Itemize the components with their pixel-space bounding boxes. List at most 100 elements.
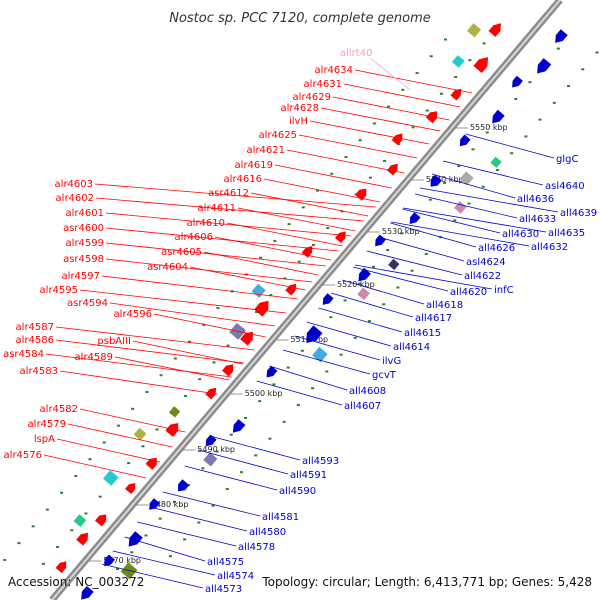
forward-gene-arrow <box>425 111 437 124</box>
reverse-gene-arrow <box>375 234 386 247</box>
gene-label-reverse: glgC <box>556 154 578 165</box>
gene-label-forward: asr4598 <box>63 254 104 265</box>
guide-dot <box>226 344 230 347</box>
label-connector <box>256 380 343 406</box>
reverse-gene-arrow <box>555 29 568 43</box>
guide-dot <box>556 47 560 50</box>
tick-label: 5550 kbp <box>470 123 508 132</box>
gene-label-reverse: all4573 <box>205 584 242 595</box>
label-connector <box>343 83 461 108</box>
guide-dot <box>188 340 192 343</box>
guide-dot <box>325 370 329 373</box>
forward-gene-arrow <box>473 57 488 73</box>
label-connector <box>378 236 465 262</box>
guide-dot <box>56 546 60 549</box>
guide-dot <box>371 265 375 268</box>
forward-gene-arrow <box>488 23 501 37</box>
accession-text: Accession: NC_003272 <box>8 575 144 589</box>
guide-dot <box>311 387 315 390</box>
gene-label-forward: asr4594 <box>67 298 108 309</box>
label-connector <box>403 207 547 233</box>
guide-dot <box>215 450 219 453</box>
reverse-gene-arrow <box>128 531 143 547</box>
guide-dot <box>383 159 387 162</box>
reverse-gene-arrow <box>266 365 278 378</box>
guide-dot <box>60 491 64 494</box>
label-connector <box>263 178 380 203</box>
guide-dot <box>330 172 334 175</box>
guide-dot <box>70 529 74 532</box>
gene-label-forward: alr4628 <box>281 103 319 114</box>
gene-label-forward: asr4605 <box>161 247 202 258</box>
guide-dot <box>301 206 305 209</box>
gene-label-reverse: all4632 <box>531 242 568 253</box>
gene-box <box>451 55 465 68</box>
guide-dot <box>552 101 556 104</box>
topology-text: Topology: circular; Length: 6,413,771 bp… <box>261 575 592 589</box>
guide-dot <box>471 148 475 151</box>
label-connector <box>237 207 356 232</box>
label-connector <box>149 506 248 532</box>
reverse-gene-arrow <box>537 58 552 74</box>
guide-dot <box>468 59 472 62</box>
gene-label-reverse: all4639 <box>560 208 597 219</box>
guide-dot <box>315 189 319 192</box>
guide-dot <box>297 260 301 263</box>
guide-dot <box>201 467 205 470</box>
guide-dot <box>382 303 386 306</box>
gene-label-forward: alr4616 <box>224 174 262 185</box>
label-connectors <box>43 57 559 589</box>
gene-box <box>459 171 474 186</box>
reverse-gene-arrow <box>178 479 190 492</box>
gene-label-reverse: all4591 <box>290 470 327 481</box>
guide-dot <box>410 269 414 272</box>
guide-dot <box>31 525 35 528</box>
guide-dot <box>425 109 429 112</box>
label-connector <box>286 149 405 174</box>
guide-dot <box>258 400 262 403</box>
guide-dot <box>372 122 376 125</box>
gene-label-reverse: all4636 <box>517 194 554 205</box>
gene-label-reverse: all4635 <box>548 228 585 239</box>
guide-dot <box>17 542 21 545</box>
tick-label: 5530 kbp <box>382 227 420 236</box>
gene-label-reverse: all4618 <box>426 300 463 311</box>
guide-dot <box>74 474 78 477</box>
gene-label-forward: psbAIII <box>97 336 131 347</box>
guide-dot <box>482 42 486 45</box>
label-connector <box>391 221 530 247</box>
guide-dot <box>283 277 287 280</box>
gene-label-reverse: all4590 <box>279 486 316 497</box>
genome-axis-highlight <box>51 0 561 600</box>
guide-dot <box>353 336 357 339</box>
gene-label-reverse: all4620 <box>450 287 487 298</box>
gene-label-forward: alr4610 <box>187 218 225 229</box>
guide-dot <box>343 299 347 302</box>
label-connector <box>274 164 392 189</box>
label-connector <box>189 266 306 291</box>
guide-dot <box>443 38 447 41</box>
reverse-gene-arrow <box>492 109 505 124</box>
forward-gene-arrow <box>76 532 88 546</box>
guide-dot <box>155 428 159 431</box>
gene-label-forward: alr4625 <box>259 130 297 141</box>
gene-label-forward: alr4599 <box>66 238 104 249</box>
guide-dot <box>244 416 248 419</box>
guide-dot <box>282 420 286 423</box>
label-connector <box>282 349 371 375</box>
gene-label-forward: alr4589 <box>75 352 113 363</box>
label-connector <box>198 449 289 475</box>
gene-label-reverse: all4633 <box>519 214 556 225</box>
gene-label-reverse: all4593 <box>302 456 339 467</box>
guide-dot <box>443 181 447 184</box>
label-connector <box>105 212 352 237</box>
guide-dot <box>357 282 361 285</box>
gene-label-reverse: all4622 <box>464 271 501 282</box>
label-connector <box>55 326 255 351</box>
guide-dot <box>183 538 187 541</box>
guide-dot <box>159 374 163 377</box>
gene-label-forward: lspA <box>34 434 55 445</box>
guide-dot <box>510 152 514 155</box>
label-connector <box>419 187 559 213</box>
reverse-gene-arrow <box>322 293 334 305</box>
